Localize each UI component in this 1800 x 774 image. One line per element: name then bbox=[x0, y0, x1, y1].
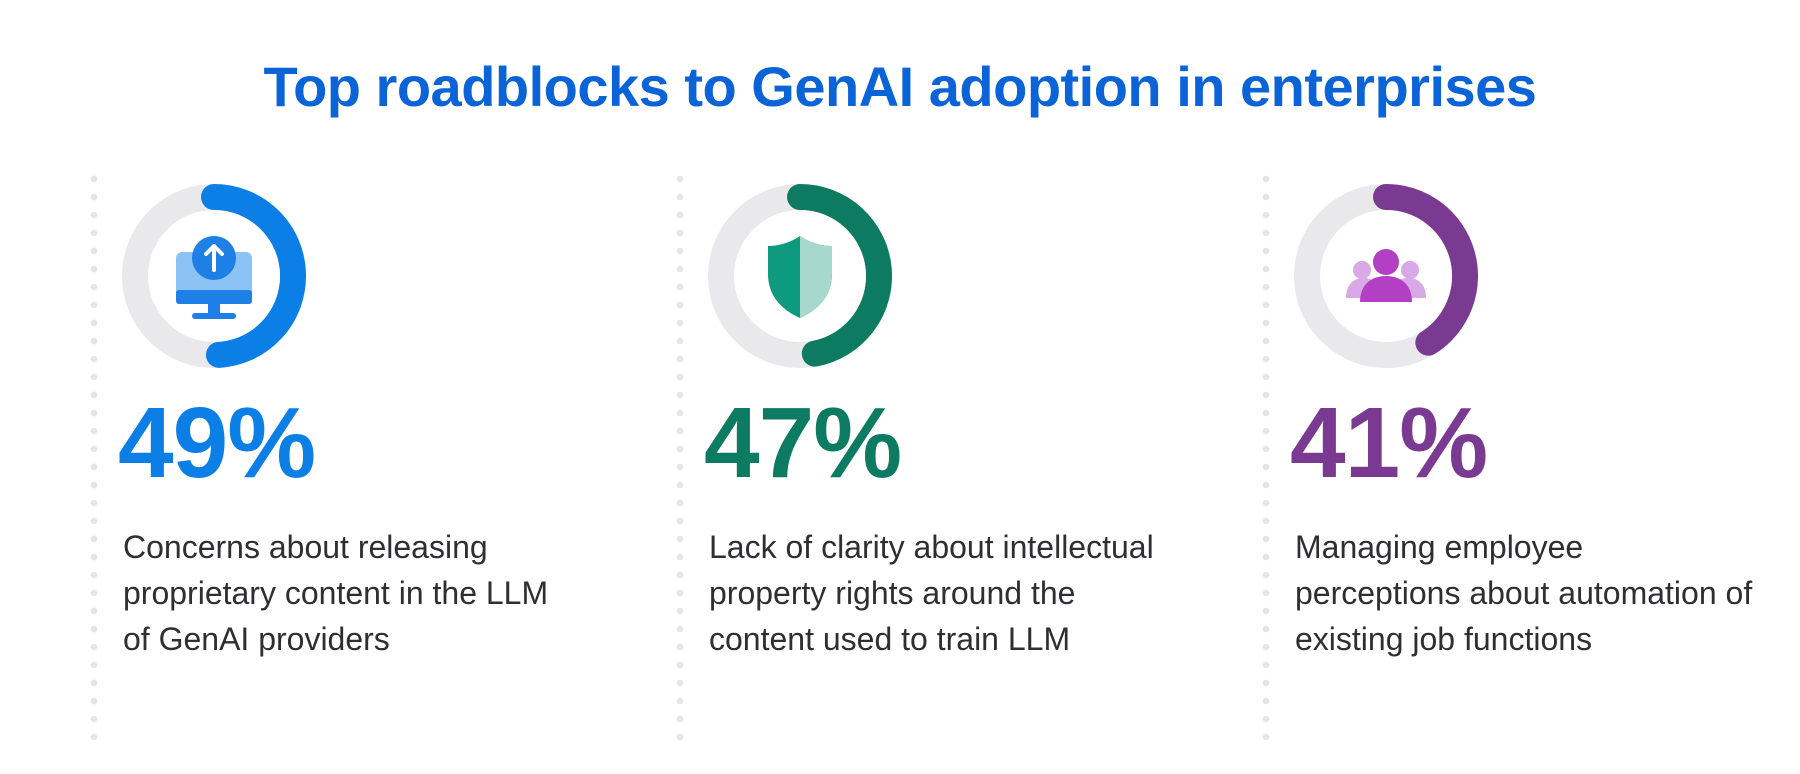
dotted-divider bbox=[676, 170, 684, 744]
stat-description: Lack of clarity about intellectual prope… bbox=[709, 529, 1154, 657]
stat-description: Concerns about releasing proprietary con… bbox=[123, 529, 549, 657]
page-title: Top roadblocks to GenAI adoption in ente… bbox=[263, 55, 1537, 118]
gauge-progress-arc bbox=[201, 184, 306, 368]
stat-description: Managing employee perceptions about auto… bbox=[1295, 529, 1753, 657]
stat-value: 41% bbox=[1290, 387, 1488, 499]
stat-value: 49% bbox=[118, 387, 316, 499]
gauge bbox=[122, 184, 306, 368]
gauge-svg bbox=[708, 184, 892, 368]
dotted-divider bbox=[1262, 170, 1270, 744]
gauge-svg bbox=[1294, 184, 1478, 368]
gauge bbox=[1294, 184, 1478, 368]
gauge-svg bbox=[122, 184, 306, 368]
people-group-icon bbox=[1346, 249, 1426, 302]
stat-card-employee-perceptions: 41% Managing employee perceptions about … bbox=[1262, 170, 1800, 750]
shield-icon bbox=[768, 236, 832, 318]
computer-upload-icon bbox=[176, 236, 252, 319]
gauge bbox=[708, 184, 892, 368]
dotted-divider bbox=[90, 170, 98, 744]
gauge-progress-arc bbox=[787, 184, 892, 367]
gauge-progress-arc bbox=[1373, 184, 1478, 356]
stat-card-ip-rights: 47% Lack of clarity about intellectual p… bbox=[676, 170, 1236, 750]
stat-card-proprietary-content: 49% Concerns about releasing proprietary… bbox=[90, 170, 650, 750]
stat-value: 47% bbox=[704, 387, 902, 499]
